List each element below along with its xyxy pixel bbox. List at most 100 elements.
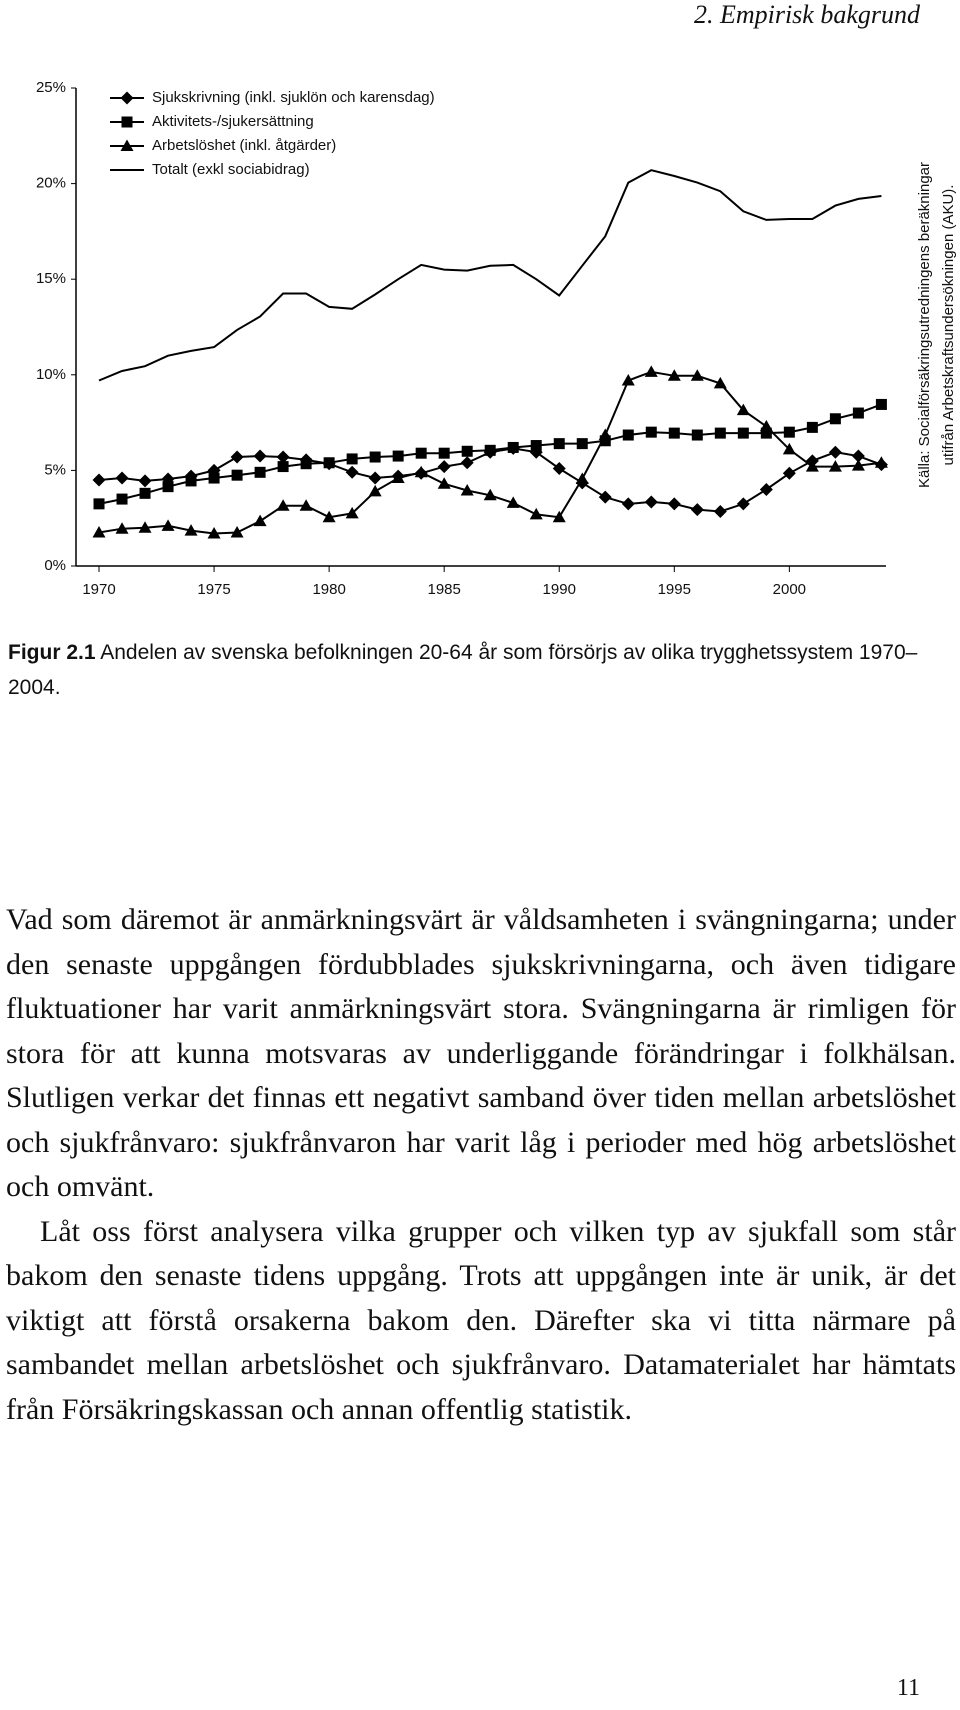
triangle-marker (690, 369, 704, 381)
triangle-marker (207, 526, 221, 539)
legend-item: Sjukskrivning (inkl. sjuklön och karensd… (110, 89, 435, 106)
triangle-marker (92, 526, 106, 538)
y-tick-label: 25% (36, 79, 66, 96)
legend-label: Sjukskrivning (inkl. sjuklön och karensd… (152, 89, 435, 106)
x-tick-label: 1970 (82, 581, 115, 598)
square-marker (783, 426, 795, 438)
diamond-marker (759, 483, 773, 497)
y-tick-label: 15% (36, 270, 66, 287)
diamond-marker (138, 474, 152, 488)
diamond-marker (621, 497, 635, 511)
triangle-marker (184, 524, 198, 536)
square-marker (231, 469, 243, 481)
diamond-marker (92, 473, 106, 487)
legend-label: Arbetslöshet (inkl. åtgärder) (152, 137, 336, 154)
square-marker (714, 427, 726, 439)
triangle-marker (115, 522, 129, 534)
triangle-marker (851, 459, 865, 471)
square-marker (392, 450, 404, 462)
x-tick-label: 1975 (197, 581, 230, 598)
square-marker (760, 427, 772, 439)
square-marker (116, 493, 128, 505)
triangle-marker (828, 460, 842, 472)
diamond-marker (120, 91, 134, 105)
square-marker (668, 427, 680, 439)
square-marker (438, 447, 450, 459)
square-marker (369, 451, 381, 463)
diamond-marker (782, 466, 796, 480)
triangle-marker (667, 369, 681, 381)
triangle-marker (575, 472, 589, 485)
legend-item: Totalt (exkl sociabidrag) (110, 161, 310, 178)
square-marker (553, 438, 565, 450)
square-marker (208, 472, 220, 484)
diamond-marker (736, 497, 750, 511)
triangle-marker (644, 365, 658, 377)
y-tick-label: 20% (36, 175, 66, 192)
legend-label: Totalt (exkl sociabidrag) (152, 161, 310, 178)
triangle-marker (299, 499, 313, 511)
triangle-marker (368, 484, 382, 497)
square-marker (645, 426, 657, 438)
y-tick-label: 5% (44, 461, 66, 478)
triangle-marker (483, 488, 497, 501)
legend-item: Aktivitets-/sjukersättning (110, 113, 314, 130)
triangle-marker (161, 519, 175, 531)
square-marker (875, 398, 887, 410)
diamond-marker (276, 450, 290, 464)
y-tick-label: 10% (36, 366, 66, 383)
triangle-marker (759, 419, 773, 432)
square-marker (599, 435, 611, 447)
source-note: Källa: Socialförsäkringsutredningens ber… (916, 162, 933, 488)
triangle-marker (345, 506, 359, 519)
square-marker (622, 429, 634, 441)
diamond-marker (460, 456, 474, 470)
square-marker (185, 475, 197, 487)
square-marker (254, 466, 266, 478)
y-tick-label: 0% (44, 557, 66, 574)
diamond-marker (690, 503, 704, 517)
series-line (98, 169, 882, 382)
figure-caption: Figur 2.1 Andelen av svenska befolkninge… (8, 635, 948, 705)
x-tick-label: 1985 (427, 581, 460, 598)
triangle-marker (120, 139, 134, 151)
square-marker (162, 481, 174, 493)
diamond-marker (598, 490, 612, 504)
triangle-marker (414, 465, 428, 478)
x-tick-label: 2000 (773, 581, 806, 598)
square-marker (121, 116, 133, 128)
square-marker (323, 457, 335, 469)
triangle-marker (713, 376, 727, 389)
square-marker (691, 429, 703, 441)
triangle-marker (138, 521, 152, 533)
triangle-marker (460, 483, 474, 496)
diamond-marker (828, 445, 842, 459)
x-tick-label: 1995 (658, 581, 691, 598)
square-marker (806, 421, 818, 433)
paragraph: Låt oss först analysera vilka grupper oc… (6, 1214, 956, 1426)
caption-label: Figur 2.1 (8, 641, 96, 664)
chart: 0% 5% 10% 15% 20% 25% 1970 1975 1980 1985 1990 1995… (36, 79, 957, 598)
square-marker (484, 444, 496, 456)
square-marker (461, 445, 473, 457)
triangle-marker (230, 526, 244, 538)
square-marker (507, 441, 519, 453)
body-text: Vad som däremot är anmärkningsvärt är vå… (6, 898, 956, 1432)
diamond-marker (253, 449, 267, 463)
legend-item: Arbetslöshet (inkl. åtgärder) (110, 137, 336, 154)
triangle-marker (621, 374, 635, 386)
triangle-marker (253, 514, 267, 527)
triangle-marker (506, 496, 520, 508)
triangle-marker (391, 471, 405, 484)
diamond-marker (115, 471, 129, 485)
square-marker (139, 487, 151, 499)
triangle-marker (874, 456, 888, 468)
page-number: 11 (896, 1675, 920, 1701)
caption-text: Andelen av svenska befolkningen 20-64 år… (8, 641, 918, 699)
square-marker (277, 461, 289, 473)
triangle-marker (598, 428, 612, 441)
triangle-marker (805, 460, 819, 472)
triangle-marker (529, 507, 543, 520)
square-marker (415, 447, 427, 459)
x-tick-label: 1980 (312, 581, 345, 598)
